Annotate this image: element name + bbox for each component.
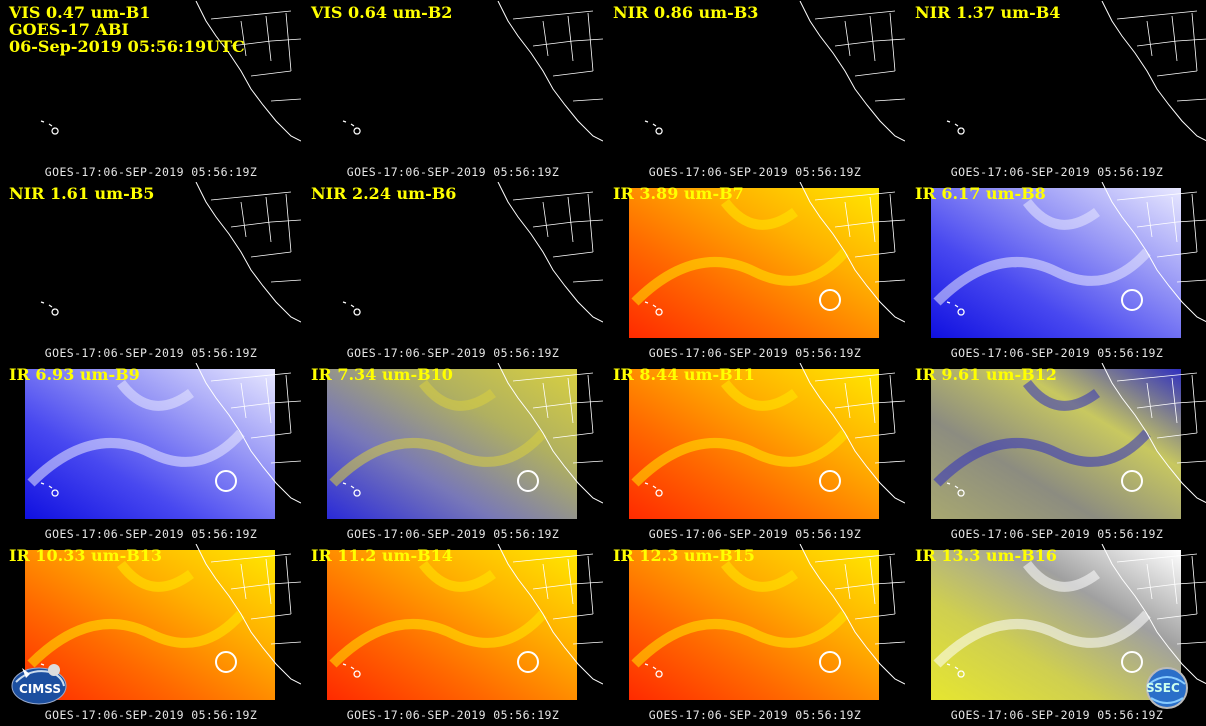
image-timestamp: GOES-17:06-SEP-2019 05:56:19Z <box>648 708 862 722</box>
image-timestamp: GOES-17:06-SEP-2019 05:56:19Z <box>346 527 560 541</box>
band-label: IR 7.34 um-B10 <box>311 365 453 384</box>
band-panel: IR 11.2 um-B14 GOES-17:06-SEP-2019 05:56:… <box>303 544 603 724</box>
satellite-image <box>25 363 301 519</box>
satellite-image <box>342 1 603 142</box>
band-panel: IR 10.33 um-B13 GOES-17:06-SEP-2019 05:56… <box>1 544 301 724</box>
cimss-globe-icon <box>11 664 67 705</box>
band-label: IR 6.17 um-B8 <box>915 184 1046 203</box>
band-label: NIR 0.86 um-B3 <box>613 3 759 22</box>
satellite-image <box>327 544 603 700</box>
image-timestamp: GOES-17:06-SEP-2019 05:56:19Z <box>346 708 560 722</box>
satellite-image <box>946 1 1206 142</box>
band-panel: IR 12.3 um-B15 GOES-17:06-SEP-2019 05:56:… <box>605 544 905 724</box>
band-label: NIR 1.61 um-B5 <box>9 184 155 203</box>
band-label: IR 13.3 um-B16 <box>915 546 1057 565</box>
satellite-image <box>327 363 603 519</box>
band-panel: NIR 1.37 um-B4 GOES-17:06-SEP-2019 05:56:… <box>907 1 1206 181</box>
image-timestamp: GOES-17:06-SEP-2019 05:56:19Z <box>648 165 862 179</box>
band-panel: IR 9.61 um-B12 GOES-17:06-SEP-2019 05:56:… <box>907 363 1206 543</box>
satellite-name: GOES-17 ABI <box>9 20 129 39</box>
image-timestamp: GOES-17:06-SEP-2019 05:56:19Z <box>346 165 560 179</box>
satellite-image <box>931 363 1206 519</box>
satellite-image <box>40 1 301 142</box>
image-timestamp: GOES-17:06-SEP-2019 05:56:19Z <box>346 346 560 360</box>
band-panel: IR 6.93 um-B9 GOES-17:06-SEP-2019 05:56:1… <box>1 363 301 543</box>
band-label: IR 3.89 um-B7 <box>613 184 744 203</box>
band-panel: NIR 1.61 um-B5 GOES-17:06-SEP-2019 05:56:… <box>1 182 301 362</box>
image-timestamp: GOES-17:06-SEP-2019 05:56:19Z <box>950 708 1164 722</box>
image-timestamp: GOES-17:06-SEP-2019 05:56:19Z <box>648 346 862 360</box>
satellite-image <box>342 182 603 323</box>
band-label: VIS 0.47 um-B1 <box>9 3 151 22</box>
band-panel: IR 3.89 um-B7 GOES-17:06-SEP-2019 05:56:1… <box>605 182 905 362</box>
band-label: NIR 2.24 um-B6 <box>311 184 457 203</box>
band-panel: VIS 0.64 um-B2 GOES-17:06-SEP-2019 05:56:… <box>303 1 603 181</box>
image-timestamp: GOES-17:06-SEP-2019 05:56:19Z <box>648 527 862 541</box>
image-timestamp: GOES-17:06-SEP-2019 05:56:19Z <box>44 346 258 360</box>
band-panel: IR 7.34 um-B10 GOES-17:06-SEP-2019 05:56:… <box>303 363 603 543</box>
ssec-logo-text: SSEC <box>1146 681 1180 695</box>
band-label: IR 12.3 um-B15 <box>613 546 755 565</box>
band-panel: IR 8.44 um-B11 GOES-17:06-SEP-2019 05:56:… <box>605 363 905 543</box>
cimss-logo: CIMSS <box>10 660 68 706</box>
image-timestamp: GOES-17:06-SEP-2019 05:56:19Z <box>44 165 258 179</box>
satellite-image <box>629 544 905 700</box>
band-label: IR 10.33 um-B13 <box>9 546 163 565</box>
image-timestamp: GOES-17:06-SEP-2019 05:56:19Z <box>44 708 258 722</box>
image-timestamp: GOES-17:06-SEP-2019 05:56:19Z <box>950 346 1164 360</box>
cimss-logo-text: CIMSS <box>19 682 61 696</box>
band-label: IR 9.61 um-B12 <box>915 365 1057 384</box>
ssec-globe-icon <box>1146 667 1188 709</box>
satellite-image <box>931 544 1206 700</box>
band-panel: IR 6.17 um-B8 GOES-17:06-SEP-2019 05:56:1… <box>907 182 1206 362</box>
satellite-image <box>931 182 1206 338</box>
satellite-image <box>644 1 905 142</box>
band-label: IR 11.2 um-B14 <box>311 546 453 565</box>
image-timestamp: GOES-17:06-SEP-2019 05:56:19Z <box>950 165 1164 179</box>
satellite-image <box>629 363 905 519</box>
band-panel: NIR 2.24 um-B6 GOES-17:06-SEP-2019 05:56:… <box>303 182 603 362</box>
band-label: VIS 0.64 um-B2 <box>311 3 453 22</box>
band-label: IR 8.44 um-B11 <box>613 365 755 384</box>
ssec-logo: SSEC <box>1138 664 1196 710</box>
satellite-image <box>40 182 301 323</box>
satellite-image <box>629 182 905 338</box>
band-label: IR 6.93 um-B9 <box>9 365 140 384</box>
band-label: NIR 1.37 um-B4 <box>915 3 1061 22</box>
image-timestamp: GOES-17:06-SEP-2019 05:56:19Z <box>44 527 258 541</box>
band-panel: NIR 0.86 um-B3 GOES-17:06-SEP-2019 05:56:… <box>605 1 905 181</box>
observation-datetime: 06-Sep-2019 05:56:19UTC <box>9 37 245 56</box>
satellite-image <box>25 544 301 700</box>
image-timestamp: GOES-17:06-SEP-2019 05:56:19Z <box>950 527 1164 541</box>
band-panel: VIS 0.47 um-B1 GOES-17 ABI 06-Sep-2019 05:… <box>1 1 301 181</box>
